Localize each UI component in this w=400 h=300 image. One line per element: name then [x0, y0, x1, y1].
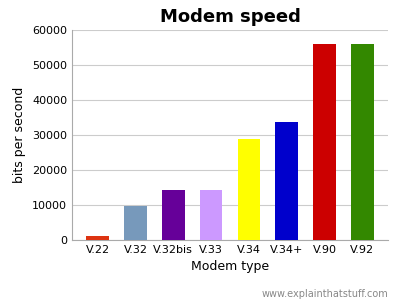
Bar: [200, 190, 222, 240]
Title: Modem speed: Modem speed: [160, 8, 300, 26]
Text: www.explainthatstuff.com: www.explainthatstuff.com: [261, 289, 388, 299]
Bar: [162, 190, 185, 240]
Y-axis label: bits per second: bits per second: [14, 87, 26, 183]
Bar: [124, 206, 147, 240]
Bar: [275, 122, 298, 240]
Bar: [86, 236, 109, 240]
Bar: [351, 44, 374, 240]
X-axis label: Modem type: Modem type: [191, 260, 269, 273]
Bar: [313, 44, 336, 240]
Bar: [238, 139, 260, 240]
